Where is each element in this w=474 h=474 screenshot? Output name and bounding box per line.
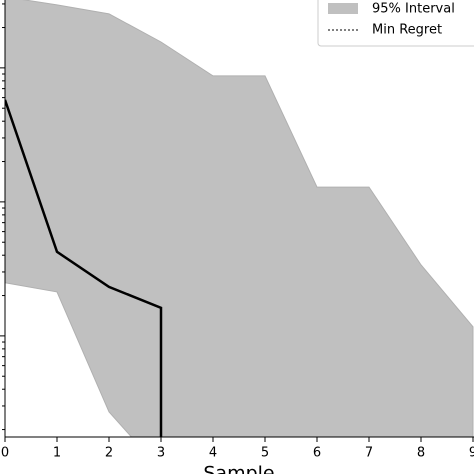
legend: 95% Interval Min Regret (317, 0, 474, 47)
x-tick-label: 2 (105, 446, 113, 461)
legend-label: 95% Interval (372, 2, 455, 17)
x-tick-label: 5 (261, 446, 269, 461)
x-axis-label: Sample (203, 463, 274, 474)
x-tick-label: 0 (1, 446, 9, 461)
x-tick-label: 7 (365, 446, 373, 461)
x-tick-label: 4 (209, 446, 217, 461)
x-tick-label: 1 (53, 446, 61, 461)
median-line (5, 99, 163, 437)
interval-band (5, 0, 474, 437)
x-tick-label: 9 (469, 446, 474, 461)
legend-label: Min Regret (372, 23, 442, 38)
plot-area (5, 0, 474, 437)
axes: 0 1 2 3 4 5 6 7 8 9 95% Interval Min Regret (0, 0, 474, 461)
x-tick-label: 6 (313, 446, 321, 461)
legend-swatch (328, 3, 358, 14)
x-tick-label: 8 (417, 446, 425, 461)
x-tick-label: 3 (157, 446, 165, 461)
